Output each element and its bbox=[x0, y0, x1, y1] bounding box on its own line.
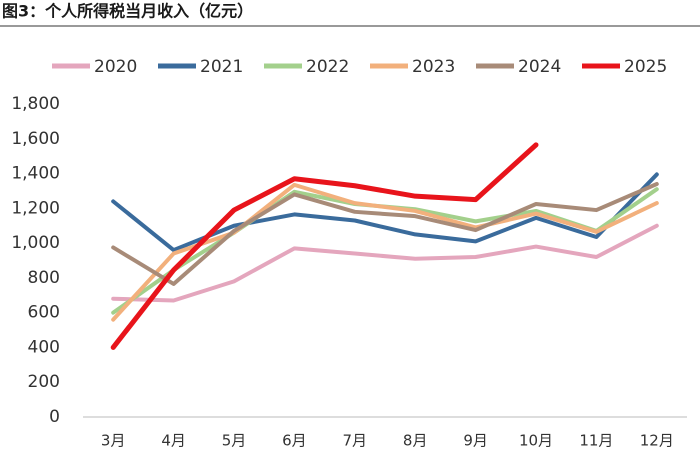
x-tick-label: 7月 bbox=[343, 432, 368, 450]
x-tick-label: 12月 bbox=[640, 432, 674, 450]
y-tick-label: 1,800 bbox=[11, 94, 60, 114]
x-tick-label: 9月 bbox=[463, 432, 488, 450]
legend-label: 2022 bbox=[306, 57, 349, 77]
x-tick-label: 6月 bbox=[282, 432, 307, 450]
y-tick-label: 1,000 bbox=[11, 233, 60, 253]
chart-title: 图3：个人所得税当月收入（亿元） bbox=[2, 2, 253, 21]
x-tick-label: 3月 bbox=[101, 432, 126, 450]
x-tick-label: 4月 bbox=[161, 432, 186, 450]
legend-label: 2024 bbox=[518, 57, 561, 77]
series-line bbox=[111, 223, 659, 303]
y-tick-label: 1,600 bbox=[11, 129, 60, 149]
y-tick-label: 0 bbox=[49, 407, 60, 427]
y-tick-label: 800 bbox=[28, 268, 60, 288]
x-tick-label: 11月 bbox=[579, 432, 613, 450]
series-line bbox=[110, 142, 539, 350]
y-tick-label: 400 bbox=[28, 337, 60, 357]
y-tick-label: 1,400 bbox=[11, 164, 60, 184]
y-tick-label: 600 bbox=[28, 303, 60, 323]
y-tick-label: 1,200 bbox=[11, 198, 60, 218]
series-line bbox=[111, 181, 659, 286]
legend-label: 2021 bbox=[200, 57, 243, 77]
x-tick-label: 8月 bbox=[403, 432, 428, 450]
y-tick-label: 200 bbox=[28, 372, 60, 392]
legend-label: 2023 bbox=[412, 57, 455, 77]
legend-label: 2025 bbox=[624, 57, 667, 77]
x-tick-label: 10月 bbox=[519, 432, 553, 450]
legend-label: 2020 bbox=[94, 57, 137, 77]
x-tick-label: 5月 bbox=[222, 432, 247, 450]
